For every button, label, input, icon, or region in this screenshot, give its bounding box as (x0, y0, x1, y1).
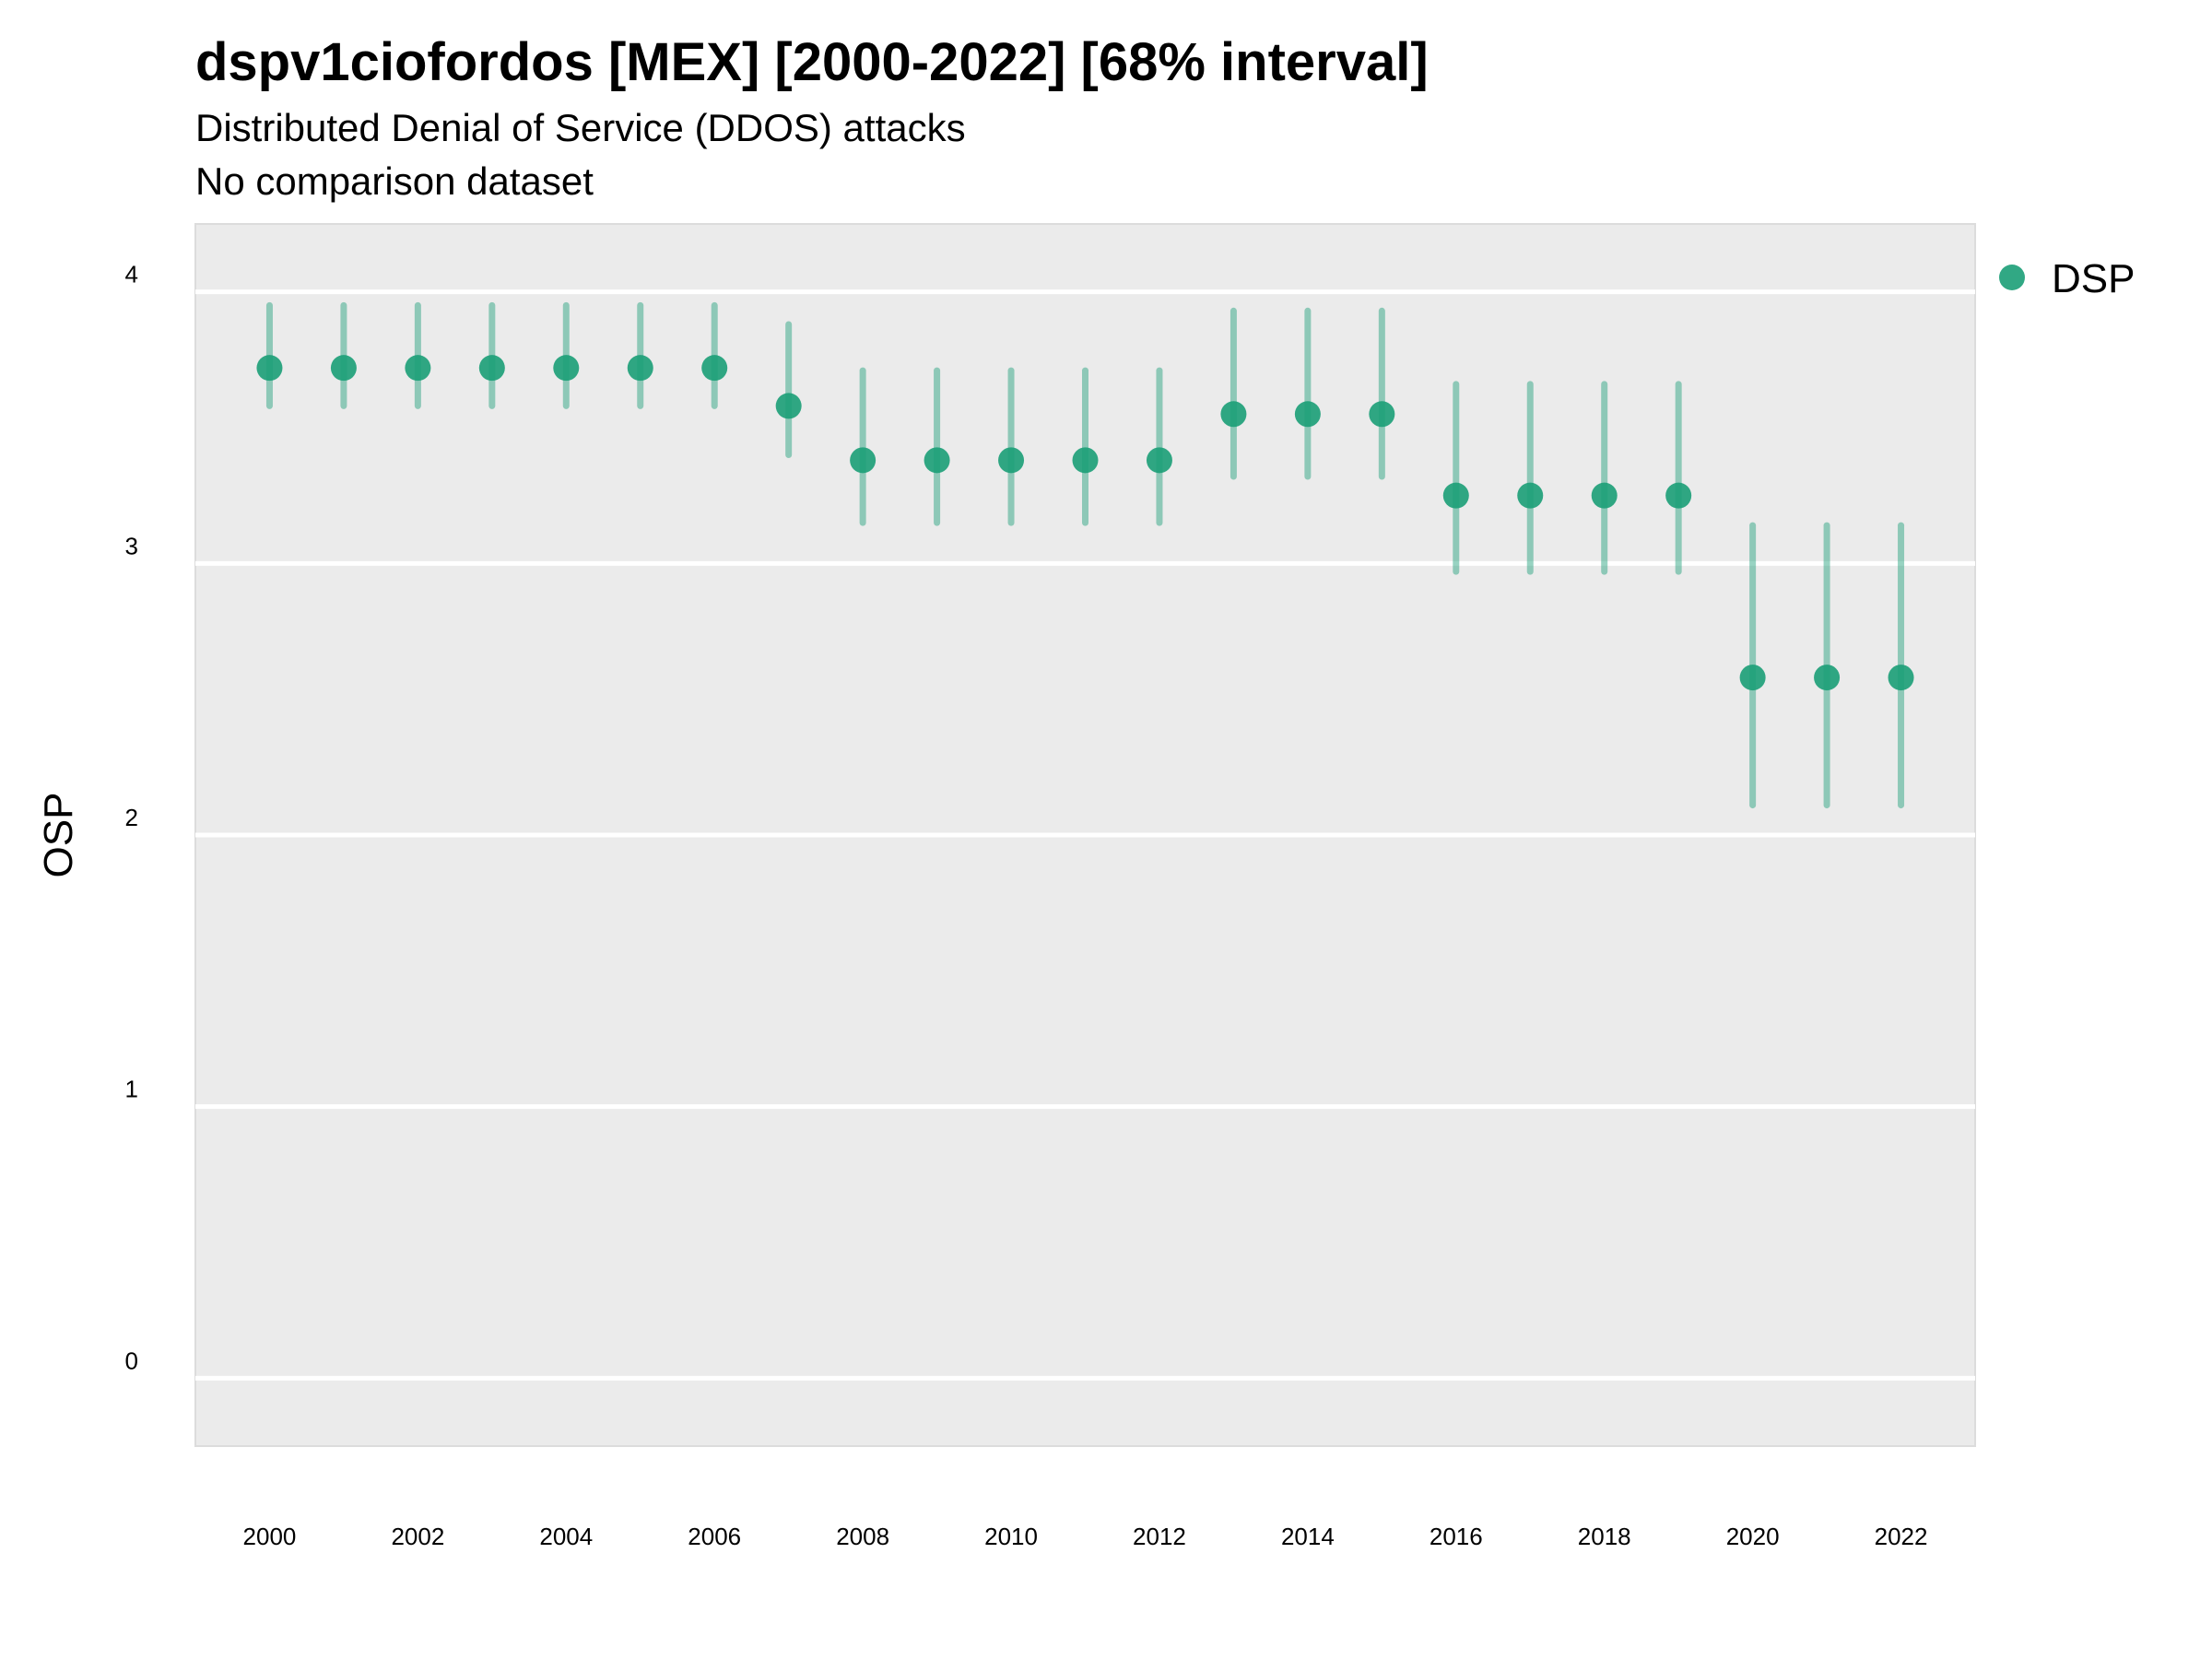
data-point (1369, 401, 1395, 428)
x-axis-ticks: 2000 2002 2004 2006 2008 2010 2012 2014 2016 2018… (243, 1523, 1928, 1550)
legend-key-dsp (1999, 265, 2025, 290)
data-point (1220, 401, 1247, 428)
data-point (850, 447, 877, 474)
data-point (1888, 665, 1914, 691)
data-point (1814, 665, 1841, 691)
data-point (330, 355, 357, 382)
y-axis-title: OSP (36, 793, 81, 878)
data-point (405, 355, 431, 382)
chart-subtitle-comparison: No comparison dataset (195, 159, 594, 203)
chart-title: dspv1ciofordos [MEX] [2000-2022] [68% in… (195, 32, 1429, 92)
x-tick-label: 2020 (1726, 1523, 1780, 1550)
data-point (1517, 482, 1544, 509)
data-point (1665, 482, 1692, 509)
data-point (553, 355, 580, 382)
x-tick-label: 2014 (1281, 1523, 1335, 1550)
x-tick-label: 2002 (391, 1523, 444, 1550)
x-tick-label: 2016 (1430, 1523, 1483, 1550)
data-point (627, 355, 653, 382)
y-tick-label: 3 (125, 532, 138, 559)
x-tick-label: 2012 (1133, 1523, 1186, 1550)
data-point (775, 393, 802, 419)
x-tick-label: 2018 (1578, 1523, 1631, 1550)
x-tick-label: 2010 (984, 1523, 1038, 1550)
data-point (1739, 665, 1766, 691)
legend: DSP (1999, 256, 2135, 301)
grid-lines (195, 289, 1975, 1381)
data-point (1294, 401, 1321, 428)
y-tick-label: 4 (125, 261, 138, 288)
data-point (1146, 447, 1172, 474)
data-point (256, 355, 283, 382)
x-tick-label: 2006 (688, 1523, 741, 1550)
y-tick-label: 1 (125, 1076, 138, 1103)
x-tick-label: 2004 (539, 1523, 593, 1550)
data-point (924, 447, 950, 474)
x-tick-label: 2008 (836, 1523, 889, 1550)
data-point (701, 355, 728, 382)
y-tick-label: 0 (125, 1347, 138, 1374)
data-point (1442, 482, 1469, 509)
y-axis-ticks: 0 1 2 3 4 (125, 261, 138, 1375)
legend-label-dsp: DSP (2052, 256, 2135, 301)
data-points (256, 355, 1914, 691)
y-tick-label: 2 (125, 804, 138, 831)
data-point (1591, 482, 1618, 509)
x-tick-label: 2000 (243, 1523, 297, 1550)
data-point (1072, 447, 1099, 474)
chart-subtitle: Distributed Denial of Service (DDOS) att… (195, 106, 966, 149)
data-point (478, 355, 505, 382)
x-tick-label: 2022 (1875, 1523, 1928, 1550)
data-point (998, 447, 1025, 474)
